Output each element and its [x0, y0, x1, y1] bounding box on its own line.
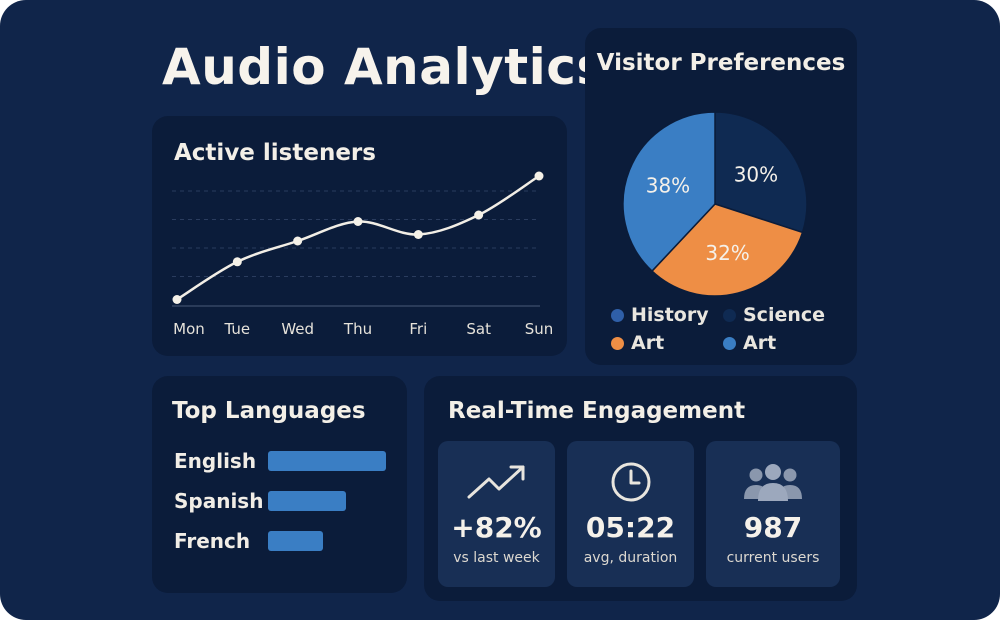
legend-item-art-orange: Art [611, 332, 664, 354]
legend-item-history: History [611, 304, 709, 326]
language-label: French [174, 529, 251, 553]
legend-item-science: Science [723, 304, 825, 326]
x-tick-label: Thu [343, 320, 372, 338]
language-bar-track [268, 531, 386, 551]
clock-icon [567, 459, 694, 503]
language-bar-track [268, 451, 386, 471]
language-row-french: French [174, 529, 386, 553]
x-tick-label: Fri [409, 320, 427, 338]
pie-slice-label: 30% [734, 162, 778, 186]
active-listeners-chart: Mon Tue Wed Thu Fri Sat Sun [172, 171, 554, 338]
legend-label: Science [743, 304, 826, 326]
series-line [176, 174, 540, 301]
active-listeners-card: Active listeners Mon Tue Wed Thu Fri Sat Sun [152, 116, 567, 356]
growth-caption: vs last week [453, 550, 540, 566]
engagement-title: Real-Time Engagement [448, 398, 746, 424]
visitor-preferences-chart: 30% 32% 38% [622, 111, 808, 297]
users-value: 987 [743, 511, 803, 544]
language-label: English [174, 449, 257, 473]
legend-swatch-science [723, 308, 736, 322]
x-tick-label: Tue [224, 320, 251, 338]
duration-value: 05:22 [585, 511, 676, 544]
top-languages-card: Top Languages English Spanish French [152, 376, 407, 593]
pie-slice-label: 38% [646, 173, 690, 197]
pie-slice-label: 32% [705, 241, 749, 265]
language-bar-track [268, 491, 386, 511]
growth-value: +82% [451, 511, 542, 544]
legend-swatch-art-orange [611, 336, 624, 350]
legend-label: History [631, 304, 709, 326]
x-tick-label: Sun [525, 320, 554, 338]
visitor-preferences-title: Visitor Preferences [596, 50, 846, 76]
duration-caption: avg, duration [583, 550, 678, 566]
engagement-tile-growth: +82% vs last week [438, 441, 555, 587]
pie-slice [622, 111, 716, 273]
language-bar [268, 451, 386, 471]
engagement-card: Real-Time Engagement +82% vs last week 0… [424, 376, 857, 601]
x-tick-label: Mon [173, 320, 205, 338]
legend-label: Art [743, 332, 777, 354]
active-listeners-title: Active listeners [174, 140, 376, 166]
data-point [172, 295, 182, 304]
engagement-tile-duration: 05:22 avg, duration [567, 441, 694, 587]
language-row-english: English [174, 449, 386, 473]
x-tick-label: Wed [281, 320, 314, 338]
language-label: Spanish [174, 489, 264, 513]
trend-up-icon [438, 459, 555, 503]
data-point [353, 217, 363, 226]
engagement-tile-users: 987 current users [706, 441, 840, 587]
pie-slice [650, 203, 804, 297]
language-bar [268, 531, 324, 551]
top-languages-title: Top Languages [172, 398, 366, 424]
users-icon [706, 459, 840, 503]
data-point [293, 236, 303, 246]
language-bar [268, 491, 346, 511]
x-tick-label: Sat [466, 320, 491, 338]
language-row-spanish: Spanish [174, 489, 386, 513]
data-point [232, 257, 242, 267]
pie-slice [714, 111, 808, 234]
legend-swatch-art-blue [723, 336, 736, 350]
visitor-preferences-card: Visitor Preferences 30% 32% 38% History Sc… [585, 28, 857, 365]
data-point [474, 210, 484, 220]
data-point [534, 171, 544, 181]
legend-label: Art [631, 332, 665, 354]
legend-swatch-history [611, 308, 624, 322]
page-title: Audio Analytics [162, 38, 607, 96]
legend-item-art-blue: Art [723, 332, 776, 354]
users-caption: current users [726, 550, 820, 566]
data-point [413, 230, 423, 239]
